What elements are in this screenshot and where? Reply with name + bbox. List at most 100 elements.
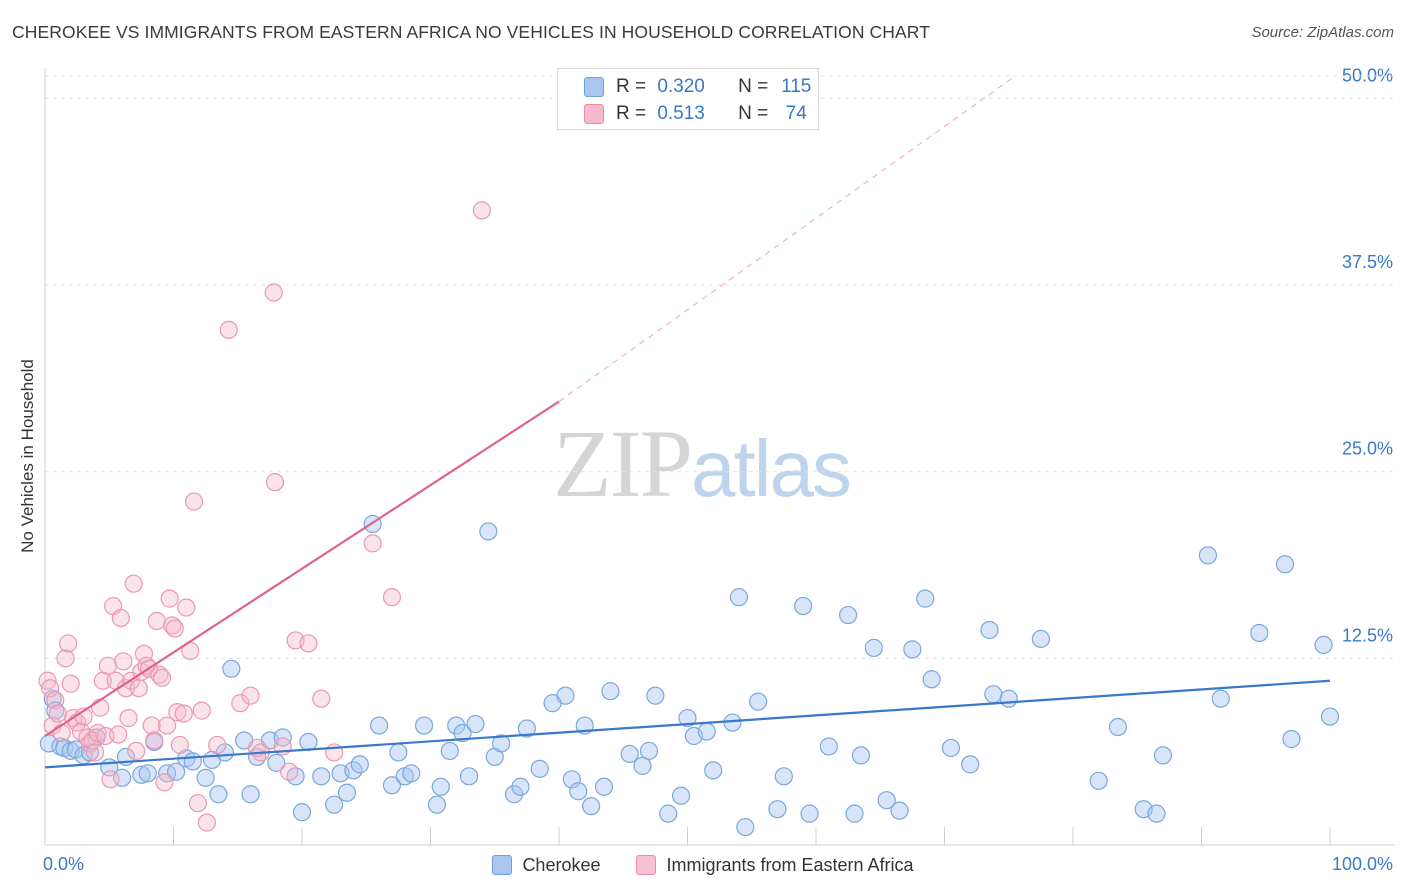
stats-box: R = 0.320 N = 115 R = 0.513 N = 74 (557, 68, 819, 130)
eastern-africa-point (46, 691, 65, 710)
cherokee-point (736, 817, 755, 837)
eastern-africa-point (98, 656, 118, 675)
cherokee-point (774, 767, 793, 786)
cherokee-point (845, 804, 864, 823)
eastern-africa-point (147, 611, 166, 631)
y-tick-label: 25.0% (1342, 439, 1393, 459)
legend-item-eastern-africa[interactable]: Immigrants from Eastern Africa (636, 850, 914, 880)
cherokee-point (166, 762, 186, 781)
eastern-africa-point (160, 589, 179, 608)
cherokee-point (1211, 689, 1230, 708)
cherokee-point (941, 738, 961, 758)
watermark: ZIPatlas (553, 408, 852, 519)
cherokee-point (138, 764, 157, 783)
legend-label-cherokee: Cherokee (522, 854, 601, 875)
cherokee-point (646, 686, 665, 705)
eastern-africa-point (142, 716, 161, 735)
stats-n-value-0: 115 (781, 76, 812, 97)
cherokee-point (1031, 629, 1050, 649)
cherokee-point (1275, 555, 1295, 574)
cherokee-point (864, 638, 883, 657)
eastern-africa-point (48, 704, 67, 723)
legend-label-eastern-africa: Immigrants from Eastern Africa (666, 854, 914, 875)
cherokee-point (292, 803, 312, 822)
cherokee-point (196, 768, 215, 787)
cherokee-point (337, 783, 357, 802)
cherokee-point (222, 659, 241, 678)
legend-swatch-eastern-africa (636, 855, 657, 875)
x-tick-label: 0.0% (43, 854, 84, 874)
cherokee-point (620, 744, 639, 764)
cherokee-point (1320, 707, 1340, 726)
cherokee-point (1147, 804, 1166, 823)
cherokee-point (723, 713, 742, 732)
cherokee-point (1314, 635, 1333, 655)
eastern-africa-point (163, 616, 182, 635)
eastern-africa-point (231, 694, 250, 713)
cherokee-point (980, 620, 999, 640)
stats-r-value-0: 0.320 (657, 76, 705, 97)
cherokee-point (819, 737, 838, 756)
cherokee-point (601, 682, 620, 701)
eastern-africa-point (264, 283, 283, 302)
eastern-africa-point (86, 743, 105, 762)
cherokee-point (659, 804, 678, 823)
cherokee-point (215, 743, 234, 762)
eastern-africa-point (152, 668, 172, 687)
eastern-africa-point (52, 723, 71, 743)
stats-swatch-0 (584, 77, 604, 97)
eastern-africa-point (59, 634, 78, 653)
cherokee-point (839, 605, 858, 625)
cherokee-point (594, 777, 614, 796)
y-tick-label: 50.0% (1342, 65, 1393, 85)
watermark-atlas: atlas (691, 424, 852, 513)
eastern-africa-point (119, 708, 138, 728)
legend-item-cherokee[interactable]: Cherokee (492, 850, 600, 880)
cherokee-point (903, 640, 922, 659)
eastern-africa-point (111, 608, 130, 628)
cherokee-point (582, 797, 601, 816)
eastern-africa-point (109, 725, 128, 744)
cherokee-point (370, 716, 389, 735)
eastern-africa-point (101, 770, 120, 789)
cherokee-trendline (44, 679, 1331, 769)
cherokee-point (517, 719, 536, 738)
cherokee-point (440, 741, 459, 761)
stats-n-label-0: N = (738, 76, 769, 97)
cherokee-point (1250, 623, 1269, 643)
eastern-africa-point (241, 686, 260, 705)
cherokee-point (414, 716, 434, 735)
x-tick-label: 100.0% (1332, 854, 1393, 874)
cherokee-point (851, 746, 871, 765)
eastern-africa-point (177, 598, 196, 617)
cherokee-point (241, 785, 260, 804)
eastern-africa-point (38, 671, 57, 690)
cherokee-point (427, 795, 447, 814)
source-credit: Source: ZipAtlas.com (1251, 24, 1394, 41)
cherokee-point (459, 767, 479, 786)
eastern-africa-point (137, 656, 156, 675)
eastern-africa-point (312, 689, 331, 708)
cherokee-point (1282, 729, 1301, 749)
cherokee-point (466, 714, 485, 734)
eastern-africa-trendline (44, 400, 560, 737)
eastern-africa-point (280, 762, 299, 781)
cherokee-point (1108, 717, 1128, 737)
cherokee-point (800, 804, 819, 823)
eastern-africa-point (61, 674, 80, 693)
eastern-africa-point (170, 735, 190, 755)
cherokee-point (350, 755, 369, 774)
cherokee-point (389, 743, 408, 762)
stats-row-0: R = 0.320 N = 115 (584, 74, 816, 100)
cherokee-point (479, 522, 498, 541)
cherokee-point (132, 765, 151, 784)
stats-r-value-1: 0.513 (657, 103, 705, 124)
eastern-africa-point (157, 716, 177, 735)
cherokee-point (46, 701, 65, 720)
eastern-africa-point (174, 704, 193, 723)
stats-n-value-1: 74 (785, 103, 807, 124)
eastern-africa-point (145, 731, 164, 750)
eastern-africa-point (208, 735, 227, 755)
eastern-africa-point (165, 619, 184, 638)
eastern-africa-point (91, 698, 110, 717)
